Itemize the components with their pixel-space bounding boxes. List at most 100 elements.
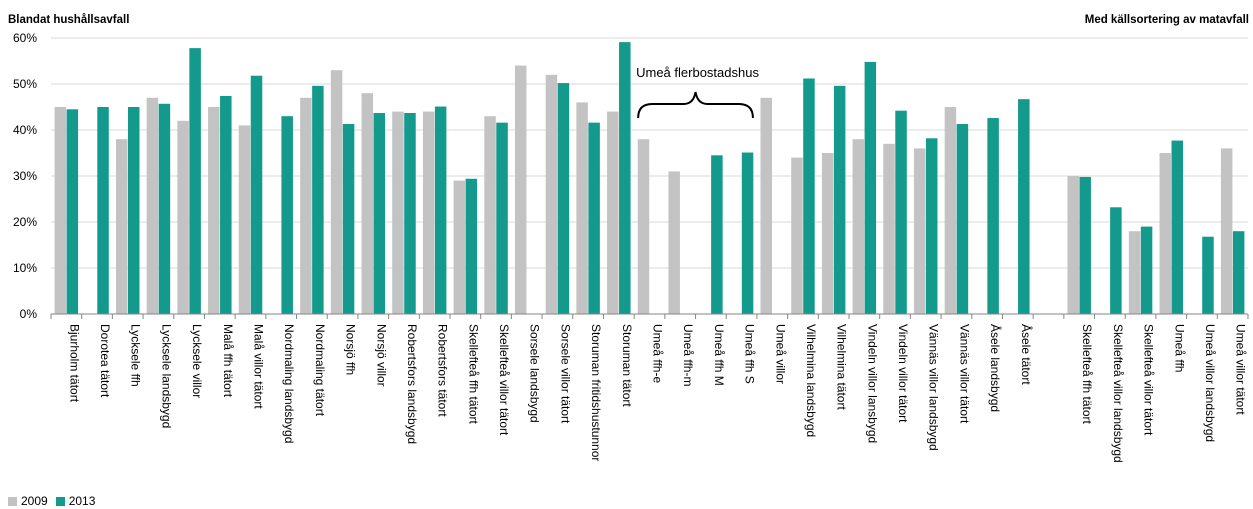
x-category-label: Storuman tätort xyxy=(620,324,634,407)
x-category-label: Umeå villor tätort xyxy=(1234,324,1248,415)
x-category-label: Lycksele landsbygd xyxy=(159,324,173,428)
bar-2013 xyxy=(741,152,754,314)
annotation-label: Umeå flerbostadshus xyxy=(636,65,759,80)
x-category-label: Umeå ffh M xyxy=(712,324,726,386)
bar-2013 xyxy=(97,107,109,314)
x-category-label: Lycksele ffh xyxy=(129,324,143,387)
x-category-label: Skellefteå villor tätort xyxy=(1142,324,1156,436)
x-category-label: Malå villor tätort xyxy=(252,324,266,409)
bar-2009 xyxy=(177,120,189,314)
right-section-title: Med källsortering av matavfall xyxy=(1084,14,1249,26)
x-category-label: Vindeln villor lansbygd xyxy=(865,324,879,443)
x-category-label: Vilhelmina tätort xyxy=(835,324,849,410)
bar-2013 xyxy=(987,118,999,314)
bar-2009 xyxy=(1220,148,1233,314)
bar-2009 xyxy=(576,102,588,315)
x-category-label: Vilhelmina landsbygd xyxy=(804,324,818,437)
bar-2013 xyxy=(127,107,140,314)
y-tick-label: 60% xyxy=(13,31,37,45)
bar-2009 xyxy=(361,93,374,314)
x-category-label: Umeå villor xyxy=(773,324,787,384)
bar-2009 xyxy=(1067,176,1079,314)
x-category-label: Dorotea tätort xyxy=(98,324,112,398)
bar-2009 xyxy=(760,97,773,314)
bar-2013 xyxy=(956,124,969,315)
bar-2013 xyxy=(1232,231,1245,314)
x-category-label: Lycksele villor xyxy=(190,324,204,398)
y-tick-label: 40% xyxy=(13,123,37,137)
x-category-label: Åsele tätort xyxy=(1019,324,1034,385)
bar-2013 xyxy=(864,61,877,314)
bar-2009 xyxy=(1128,231,1141,314)
x-category-label: Vännäs villor tätort xyxy=(957,324,971,424)
x-category-label: Nordmaling landsbygd xyxy=(282,324,296,443)
bar-2013 xyxy=(312,85,324,314)
bar-2013 xyxy=(281,116,293,314)
y-tick-label: 10% xyxy=(13,261,37,275)
bar-2009 xyxy=(146,97,159,314)
x-category-label: Robertsfors tätort xyxy=(436,324,450,417)
bar-2013 xyxy=(1140,226,1153,314)
x-category-label: Umeå ffh-e xyxy=(651,324,665,383)
bar-2013 xyxy=(1018,99,1030,315)
x-category-label: Umeå ffh S xyxy=(743,324,757,384)
bar-2009 xyxy=(668,171,680,314)
x-category-label: Norsjö villor xyxy=(374,324,388,387)
bar-2013 xyxy=(158,103,171,314)
bar-2013 xyxy=(803,78,815,314)
bar-2009 xyxy=(637,139,650,314)
legend-swatch-2013 xyxy=(55,496,65,506)
bar-2013 xyxy=(1110,207,1122,314)
bar-2013 xyxy=(588,122,600,314)
x-category-label: Skellefteå ffh tätort xyxy=(1080,324,1094,425)
bar-2013 xyxy=(342,124,355,315)
bar-2009 xyxy=(484,116,496,314)
bar-2013 xyxy=(1202,236,1214,314)
x-category-label: Norsjö ffh xyxy=(344,324,358,375)
x-category-label: Umeå ffh-m xyxy=(681,324,695,386)
bar-2009 xyxy=(883,143,895,314)
bar-2013 xyxy=(404,112,416,314)
bar-2013 xyxy=(1171,140,1184,314)
bar-2013 xyxy=(465,178,478,314)
bar-2009 xyxy=(422,111,435,314)
bar-2009 xyxy=(944,107,957,314)
bar-2009 xyxy=(852,139,865,314)
bar-2013 xyxy=(496,122,508,314)
x-category-label: Sorsele villor tätort xyxy=(558,324,572,424)
bar-2009 xyxy=(545,74,558,314)
x-category-label: Skellefteå ffh tätort xyxy=(466,324,480,425)
x-category-label: Nordmaling tätort xyxy=(313,324,327,417)
bar-2013 xyxy=(189,48,201,315)
x-category-label: Malå ffh tätort xyxy=(221,324,235,398)
bar-2009 xyxy=(115,139,128,314)
x-category-label: Skellefteå villor landsbygd xyxy=(1111,324,1125,463)
bar-2009 xyxy=(453,180,466,314)
bar-2013 xyxy=(711,155,723,314)
bar-2009 xyxy=(791,157,803,314)
left-section-title: Blandat hushållsavfall xyxy=(8,14,130,26)
bar-2013 xyxy=(925,138,938,314)
legend-swatch-2009 xyxy=(8,496,17,506)
y-tick-label: 50% xyxy=(13,77,37,91)
bar-2013 xyxy=(373,112,386,314)
x-category-label: Vännäs villor landsbygd xyxy=(927,324,941,451)
x-category-label: Umeå ffh xyxy=(1172,324,1186,372)
x-category-label: Robertsfors landsbygd xyxy=(405,324,419,444)
y-tick-label: 20% xyxy=(13,215,37,229)
bar-2009 xyxy=(607,111,619,314)
annotation-brace xyxy=(637,91,754,119)
legend-label-2009: 2009 xyxy=(21,494,48,508)
x-category-label: Umeå villor landsbygd xyxy=(1203,324,1217,442)
bar-2013 xyxy=(434,106,447,314)
x-category-label: Sorsele landsbygd xyxy=(528,324,542,423)
bar-2013 xyxy=(619,42,631,314)
legend-label-2013: 2013 xyxy=(68,494,96,508)
legend: 2009 2013 xyxy=(8,494,103,508)
bar-2013 xyxy=(66,109,79,314)
x-category-label: Storuman fritidshustunnor xyxy=(589,324,603,461)
bar-2013 xyxy=(557,83,570,314)
bar-2013 xyxy=(250,75,263,314)
x-category-label: Vindeln villor tätort xyxy=(896,324,910,423)
bar-2009 xyxy=(300,97,312,314)
